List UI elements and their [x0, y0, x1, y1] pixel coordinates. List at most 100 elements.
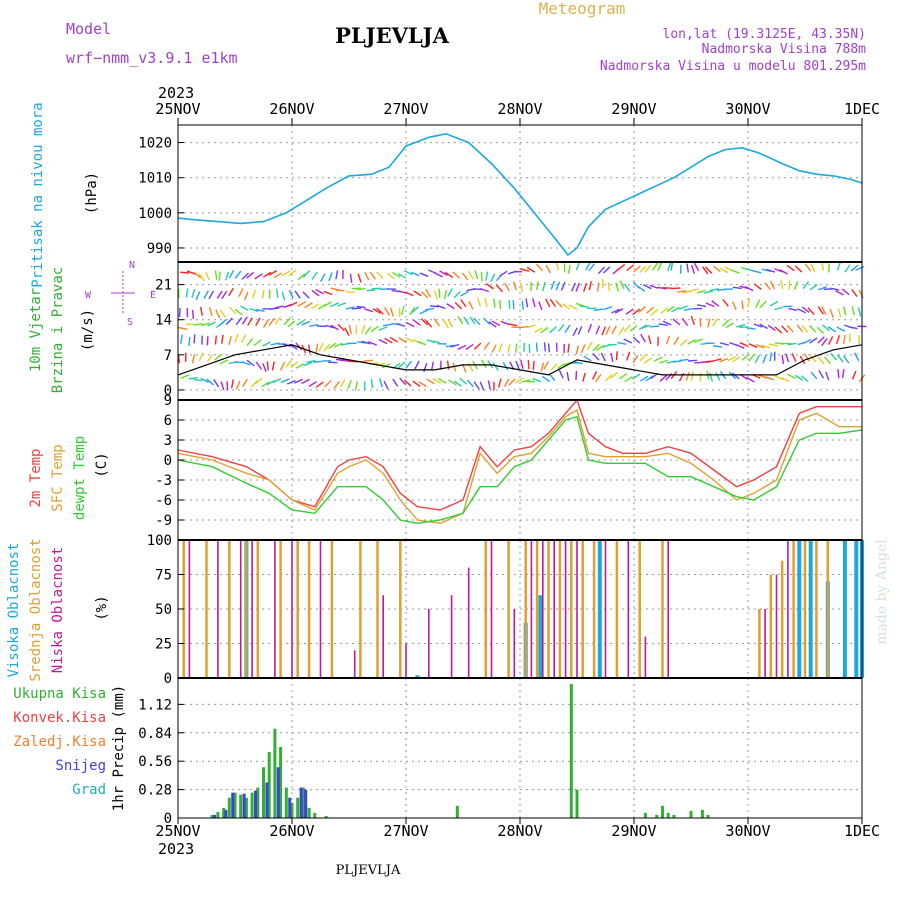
wind-arrow [791, 352, 797, 362]
wind-arrow [583, 282, 588, 292]
wind-arrow [303, 361, 313, 367]
wind-arrow [836, 326, 846, 332]
wind-arrow [555, 281, 561, 291]
wind-arrow [540, 362, 545, 372]
wind-arrow [485, 283, 494, 290]
wind-arrow [644, 264, 652, 273]
wind-arrow [801, 306, 810, 314]
wind-arrow [443, 289, 448, 299]
xtick-label-bottom: 28NOV [497, 822, 542, 840]
wind-arrow [396, 323, 406, 327]
wind-arrow [309, 323, 319, 328]
wind-arrow [282, 342, 292, 348]
wind-arrow [238, 288, 244, 297]
wind-arrow [280, 361, 286, 371]
wind-arrow [253, 339, 262, 347]
wind-arrow [764, 282, 771, 290]
wind-arrow [809, 354, 817, 363]
wind-arrow [453, 380, 462, 387]
xtick-label-top: 29NOV [611, 100, 656, 118]
wind-arrow [728, 371, 737, 380]
wind-arrow [288, 289, 294, 299]
ytick-label: 1.12 [138, 697, 172, 713]
wind-arrow [804, 263, 812, 272]
wind-arrow [543, 360, 550, 370]
wind-arrow [658, 323, 668, 327]
wind-arrow [640, 333, 646, 343]
wind-arrow [748, 343, 758, 348]
wind-arrow [198, 352, 204, 362]
wind-arrow [705, 302, 715, 308]
wind-arrow [434, 272, 444, 278]
wind-arrow [580, 344, 586, 354]
wind-arrow [355, 325, 358, 335]
wind-arrow [220, 381, 225, 391]
wind-arrow [220, 334, 224, 344]
precip-bar [324, 815, 328, 818]
ylabel-low-cloud: Niska Oblacnost [50, 547, 66, 673]
wind-arrow [498, 378, 502, 388]
wind-arrow [753, 283, 762, 290]
wind-arrow [215, 309, 221, 319]
wind-arrow [817, 356, 825, 365]
wind-arrow [240, 305, 249, 311]
precip-bar [304, 789, 308, 818]
cloud-bar [787, 540, 789, 678]
wind-arrow [378, 326, 388, 331]
wind-arrow [500, 320, 510, 326]
wind-arrow [592, 343, 600, 352]
wind-arrow [403, 270, 413, 276]
wind-arrow [263, 271, 272, 278]
wind-arrow [575, 345, 580, 355]
wind-arrow [617, 341, 627, 345]
wind-arrow [354, 381, 359, 391]
wind-arrow [809, 284, 818, 291]
wind-arrow [364, 308, 374, 313]
ytick-label: 0.84 [138, 726, 172, 742]
precip-bar [227, 797, 231, 818]
wind-arrow [490, 273, 496, 283]
wind-arrow [482, 317, 491, 325]
wind-arrow [515, 377, 524, 384]
wind-arrow [741, 353, 750, 361]
wind-arrow [468, 270, 474, 280]
wind-arrow [243, 291, 249, 301]
yunits-temp: (C) [94, 452, 110, 477]
wind-arrow [439, 270, 448, 277]
wind-arrow [230, 379, 234, 389]
wind-arrow [715, 372, 721, 381]
wind-arrow [564, 324, 571, 333]
wind-arrow [459, 377, 468, 385]
wind-arrow [639, 375, 649, 382]
wind-arrow [364, 271, 370, 281]
wind-arrow [370, 325, 379, 333]
precip-bar [239, 794, 243, 818]
wind-arrow [550, 280, 556, 290]
wind-arrow [835, 290, 844, 296]
wind-arrow [768, 343, 779, 347]
wind-arrow [623, 338, 633, 344]
wind-arrow [605, 326, 611, 335]
ylabel-wind: 10m Vjetar [28, 288, 44, 372]
wind-arrow [274, 316, 282, 325]
wind-arrow [216, 290, 223, 299]
wind-arrow [191, 309, 195, 319]
wind-arrow [727, 356, 737, 362]
pressure-line [177, 132, 863, 257]
wind-arrow [485, 271, 489, 281]
wind-arrow [547, 343, 551, 353]
wind-arrow [532, 298, 536, 308]
wind-arrow [649, 284, 659, 289]
wind-arrow [610, 371, 618, 379]
wind-arrow [180, 374, 190, 379]
wind-arrow [335, 289, 345, 292]
wind-arrow [527, 360, 530, 370]
precip-bar [700, 809, 704, 818]
wind-arrow [774, 326, 783, 334]
precip-bar [262, 767, 265, 818]
wind-arrow [632, 354, 639, 364]
xtick-label-top: 25NOV [155, 100, 200, 118]
cloud-bar [450, 595, 453, 678]
xtick-label-top: 28NOV [497, 100, 542, 118]
wind-arrow [347, 379, 352, 389]
